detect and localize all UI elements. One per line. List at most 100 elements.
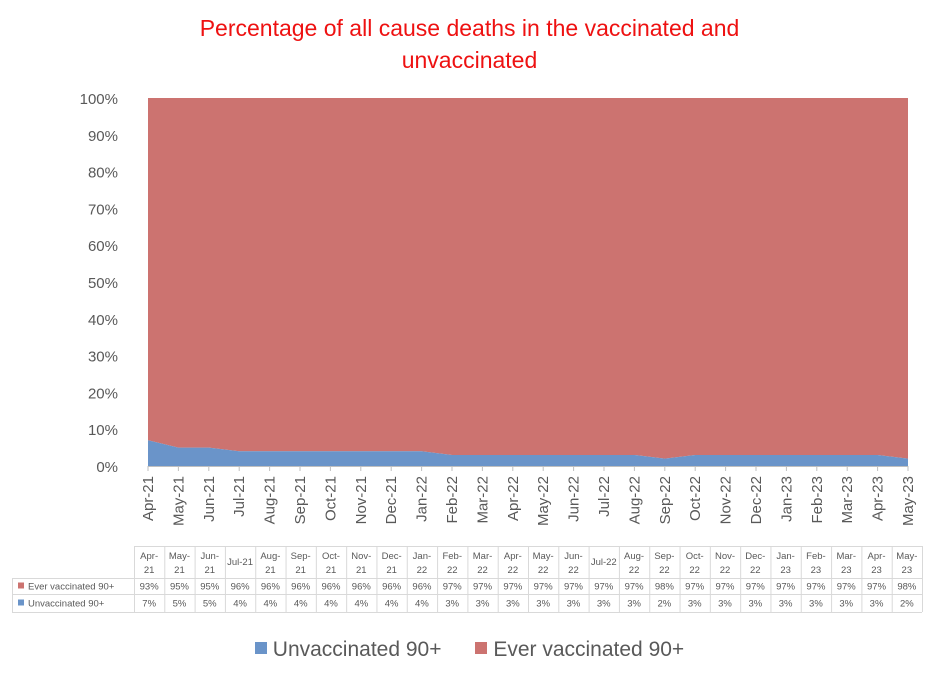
table-header-cell: Feb- — [806, 551, 826, 562]
plot-area — [148, 98, 908, 466]
x-tick-label: Oct-21 — [322, 476, 339, 521]
y-tick-label: 100% — [80, 91, 118, 108]
table-cell: 96% — [352, 582, 372, 593]
table-cell: 97% — [837, 582, 857, 593]
table-cell: 96% — [261, 582, 281, 593]
x-tick-label: Nov-22 — [718, 476, 735, 524]
table-header-cell: 23 — [780, 565, 791, 576]
table-cell: 3% — [718, 599, 732, 610]
table-cell: 97% — [746, 582, 766, 593]
table-header-cell: 22 — [508, 565, 519, 576]
x-tick-label: Jun-22 — [566, 476, 583, 522]
table-header-cell: Dec- — [745, 551, 765, 562]
table-cell: 3% — [839, 599, 853, 610]
table-row-header: Unvaccinated 90+ — [28, 599, 105, 610]
table-header-cell: Apr- — [504, 551, 522, 562]
table-header-cell: May- — [169, 551, 190, 562]
table-cell: 96% — [291, 582, 311, 593]
table-cell: 3% — [567, 599, 581, 610]
table-cell: 97% — [776, 582, 796, 593]
x-tick-label: Mar-23 — [839, 476, 856, 524]
table-header-cell: 21 — [295, 565, 306, 576]
table-header-cell: Aug- — [624, 551, 644, 562]
table-header-cell: Nov- — [715, 551, 735, 562]
x-axis: Apr-21 May-21 Jun-21 Jul-21 Aug-21 Sep-21 Oct-… — [140, 466, 917, 526]
table-cell: 96% — [382, 582, 402, 593]
table-cell: 3% — [809, 599, 823, 610]
table-cell: 2% — [900, 599, 914, 610]
table-cell: 4% — [415, 599, 429, 610]
table-header-cell: 21 — [386, 565, 397, 576]
table-cell: 3% — [536, 599, 550, 610]
table-cell: 97% — [867, 582, 887, 593]
table-cell: 3% — [748, 599, 762, 610]
x-tick-label: May-21 — [170, 476, 187, 526]
table-header-cell: 22 — [689, 565, 700, 576]
table-cell: 3% — [506, 599, 520, 610]
y-tick-label: 70% — [88, 201, 118, 218]
table-header-cell: Oct- — [686, 551, 704, 562]
chart-title: Percentage of all cause deaths in the va… — [0, 12, 939, 76]
y-tick-label: 90% — [88, 128, 118, 145]
table-cell: 4% — [294, 599, 308, 610]
table-header-cell: Nov- — [351, 551, 371, 562]
table-header-cell: Mar- — [473, 551, 493, 562]
x-tick-label: Aug-22 — [626, 476, 643, 524]
y-tick-label: 0% — [96, 459, 118, 476]
table-header-cell: 21 — [204, 565, 215, 576]
table-legend-key — [18, 582, 24, 589]
table-cell: 3% — [476, 599, 490, 610]
table-cell: 96% — [321, 582, 341, 593]
x-tick-label: Jan-23 — [778, 476, 795, 522]
table-header-cell: Jun- — [201, 551, 219, 562]
table-header-cell: Sep- — [654, 551, 674, 562]
y-tick-label: 10% — [88, 422, 118, 439]
x-tick-label: Mar-22 — [474, 476, 491, 524]
x-tick-label: Apr-21 — [140, 476, 157, 521]
table-cell: 93% — [140, 582, 160, 593]
table-cell: 97% — [806, 582, 826, 593]
table-header-cell: Jun- — [564, 551, 582, 562]
y-tick-label: 30% — [88, 349, 118, 366]
table-cell: 97% — [443, 582, 463, 593]
x-tick-label: Apr-22 — [505, 476, 522, 521]
table-header-cell: May- — [896, 551, 917, 562]
table-header-cell: 21 — [356, 565, 367, 576]
table-header-cell: 22 — [447, 565, 458, 576]
legend-label-unvaccinated: Unvaccinated 90+ — [272, 638, 442, 661]
table-header-cell: Jan- — [413, 551, 431, 562]
table-header-cell: 21 — [265, 565, 276, 576]
table-cell: 97% — [685, 582, 705, 593]
legend-item-ever-vaccinated: Ever vaccinated 90+ — [475, 638, 684, 662]
table-cell: 4% — [385, 599, 399, 610]
x-tick-label: Dec-21 — [383, 476, 400, 524]
table-header-cell: 22 — [720, 565, 731, 576]
table-cell: 97% — [534, 582, 554, 593]
table-cell: 4% — [354, 599, 368, 610]
table-cell: 5% — [203, 599, 217, 610]
table-header-cell: 22 — [659, 565, 670, 576]
x-tick-label: Sep-22 — [657, 476, 674, 524]
y-tick-label: 60% — [88, 238, 118, 255]
y-axis: 0% 10% 20% 30% 40% 50% 60% 70% 80% 90% 100% — [80, 91, 118, 476]
x-tick-label: Jan-22 — [414, 476, 431, 522]
table-cell: 4% — [324, 599, 338, 610]
table-header-cell: Mar- — [836, 551, 856, 562]
data-table: Apr- 21 May- 21 Jun- 21 Jul-21 Aug- 21 Sep- 21 Oct-… — [12, 546, 923, 613]
x-tick-label: Jul-22 — [596, 476, 613, 517]
x-tick-label: Feb-23 — [809, 476, 826, 524]
table-cell: 3% — [688, 599, 702, 610]
table-header-cell: Sep- — [291, 551, 311, 562]
legend: Unvaccinated 90+ Ever vaccinated 90+ — [0, 638, 939, 662]
table-cell: 97% — [594, 582, 614, 593]
x-tick-label: May-23 — [900, 476, 917, 526]
table-header-cell: 21 — [326, 565, 337, 576]
table-row-header: Ever vaccinated 90+ — [28, 582, 115, 593]
chart-title-line-1: Percentage of all cause deaths in the va… — [199, 15, 740, 41]
y-tick-label: 50% — [88, 275, 118, 292]
table-cell: 98% — [897, 582, 917, 593]
table-header-cell: 21 — [174, 565, 185, 576]
x-tick-label: Sep-21 — [292, 476, 309, 524]
table-header-cell: Oct- — [322, 551, 340, 562]
table-header-cell: Aug- — [260, 551, 280, 562]
